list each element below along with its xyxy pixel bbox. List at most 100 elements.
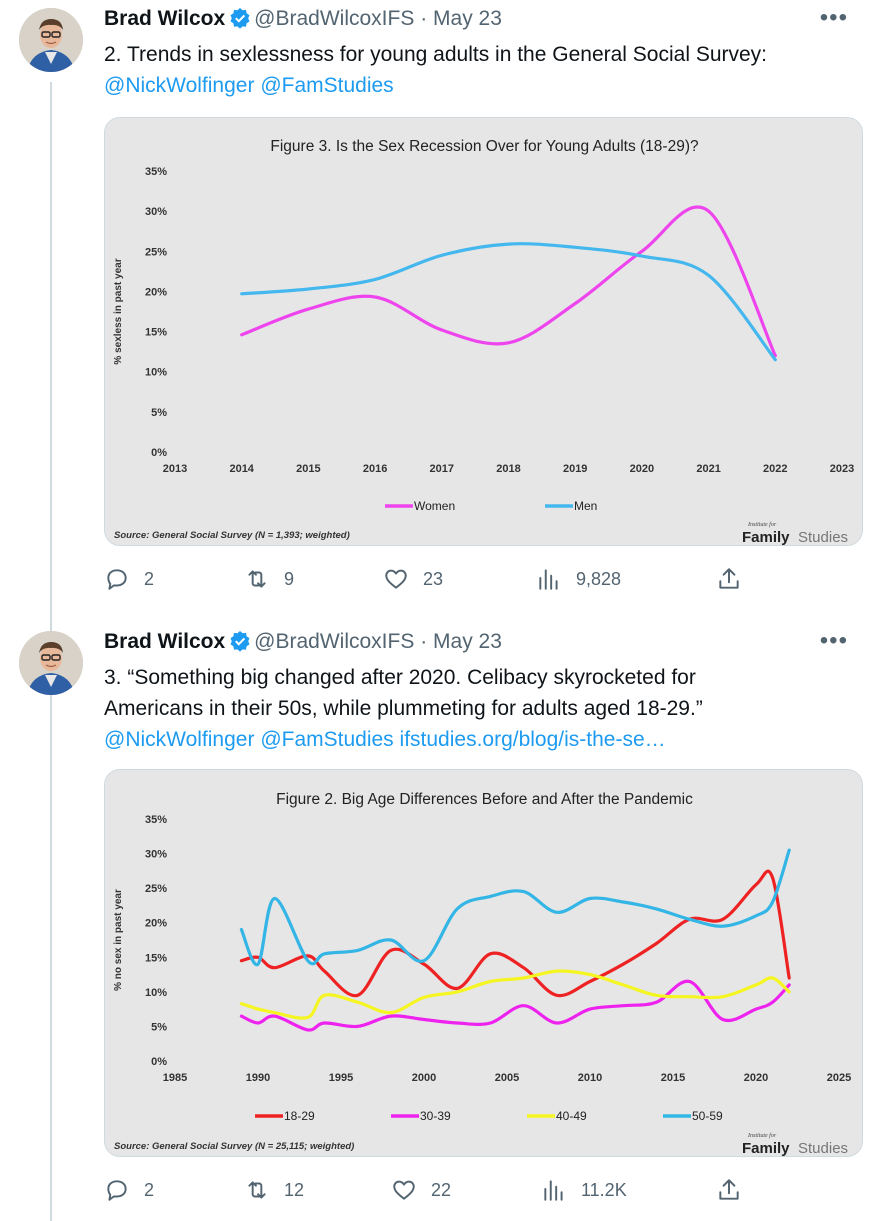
- y-tick-label: 0%: [151, 447, 167, 459]
- author-handle[interactable]: @BradWilcoxIFS: [254, 7, 415, 30]
- tweet-text-line: Americans in their 50s, while plummeting…: [104, 697, 703, 720]
- views-chart-icon: [544, 1180, 563, 1201]
- tweet-header: Brad Wilcox @BradWilcoxIFS · May 23 •••: [104, 627, 864, 658]
- tweet-date[interactable]: May 23: [433, 7, 502, 30]
- heart-icon: [393, 1180, 415, 1200]
- chart-source-note: Source: General Social Survey (N = 1,393…: [114, 530, 350, 541]
- chart-figure-3: Figure 3. Is the Sex Recession Over for …: [105, 118, 862, 546]
- y-tick-label: 30%: [145, 849, 167, 861]
- chart-image-card[interactable]: Figure 2. Big Age Differences Before and…: [104, 769, 863, 1157]
- x-tick-label: 2020: [744, 1072, 768, 1084]
- x-tick-label: 2020: [630, 463, 654, 475]
- views-count: 11.2K: [581, 1179, 627, 1200]
- y-tick-label: 25%: [145, 883, 167, 895]
- series-line-50-59: [239, 848, 791, 967]
- series-line-30-39: [239, 979, 791, 1032]
- share-action[interactable]: [716, 1175, 756, 1205]
- series-line-18-29: [239, 869, 791, 998]
- share-action[interactable]: [716, 564, 756, 594]
- y-tick-label: 5%: [151, 407, 167, 419]
- chart-background: [105, 118, 862, 545]
- chart-title: Figure 3. Is the Sex Recession Over for …: [270, 138, 699, 155]
- tweet-mentions-line: @NickWolfinger @FamStudies: [104, 70, 854, 101]
- x-tick-label: 2013: [163, 463, 187, 475]
- reply-action[interactable]: 2: [104, 1175, 154, 1205]
- chart-background: [105, 770, 862, 1156]
- tweet-actions: 2 12 22 11.2K: [104, 1175, 744, 1205]
- x-tick-label: 2019: [563, 463, 587, 475]
- tweet-header: Brad Wilcox @BradWilcoxIFS · May 23 •••: [104, 4, 864, 35]
- tweet-text: 3. “Something big changed after 2020. Ce…: [104, 662, 854, 755]
- y-tick-label: 25%: [145, 246, 167, 258]
- retweet-icon: [248, 1181, 266, 1199]
- x-tick-label: 1995: [329, 1072, 353, 1084]
- separator-dot: ·: [420, 630, 428, 653]
- tweet-actions: 2 9 23 9,828: [104, 564, 744, 594]
- more-options-icon[interactable]: •••: [819, 4, 848, 31]
- views-action[interactable]: 11.2K: [541, 1175, 627, 1205]
- legend-label: 50-59: [692, 1109, 723, 1123]
- like-action[interactable]: 23: [383, 564, 443, 594]
- y-tick-label: 20%: [145, 918, 167, 930]
- x-tick-label: 2010: [578, 1072, 602, 1084]
- retweet-action[interactable]: 9: [244, 564, 294, 594]
- mention-link[interactable]: @FamStudies: [260, 74, 394, 97]
- author-name[interactable]: Brad Wilcox: [104, 7, 226, 30]
- avatar-image: [19, 8, 83, 72]
- verified-badge-icon: [229, 7, 251, 35]
- series-line-Women: [240, 205, 777, 358]
- reply-action[interactable]: 2: [104, 564, 154, 594]
- brand-logo-small: Institute for: [747, 521, 777, 528]
- reply-icon: [107, 569, 127, 590]
- x-tick-label: 2022: [763, 463, 787, 475]
- like-count: 22: [431, 1179, 452, 1200]
- mention-link[interactable]: @NickWolfinger: [104, 728, 255, 751]
- chart-source-note: Source: General Social Survey (N = 25,11…: [114, 1141, 354, 1152]
- retweet-action[interactable]: 12: [244, 1175, 304, 1205]
- mention-link[interactable]: @NickWolfinger: [104, 74, 255, 97]
- legend-label: Men: [574, 499, 597, 513]
- x-tick-label: 2005: [495, 1072, 519, 1084]
- url-link[interactable]: ifstudies.org/blog/is-the-se…: [399, 728, 666, 751]
- legend-label: 30-39: [420, 1109, 451, 1123]
- legend-label: Women: [414, 499, 455, 513]
- more-options-icon[interactable]: •••: [819, 627, 848, 654]
- y-tick-label: 20%: [145, 286, 167, 298]
- brand-logo-small: Institute for: [747, 1132, 777, 1139]
- x-tick-label: 2000: [412, 1072, 436, 1084]
- views-count: 9,828: [576, 568, 622, 589]
- views-chart-icon: [539, 569, 558, 590]
- tweet-text-line: 2. Trends in sexlessness for young adult…: [104, 43, 768, 66]
- mention-link[interactable]: @FamStudies: [260, 728, 394, 751]
- verified-badge-icon: [229, 630, 251, 658]
- y-axis-label: % sexless in past year: [113, 258, 124, 364]
- x-tick-label: 2021: [696, 463, 720, 475]
- series-line-Men: [240, 242, 777, 362]
- y-tick-label: 10%: [145, 987, 167, 999]
- tweet-date[interactable]: May 23: [433, 630, 502, 653]
- x-tick-label: 2023: [830, 463, 854, 475]
- avatar[interactable]: [19, 631, 83, 695]
- author-name[interactable]: Brad Wilcox: [104, 630, 226, 653]
- views-action[interactable]: 9,828: [536, 564, 621, 594]
- x-tick-label: 2016: [363, 463, 387, 475]
- author-handle[interactable]: @BradWilcoxIFS: [254, 630, 415, 653]
- x-tick-label: 2018: [496, 463, 520, 475]
- y-tick-label: 30%: [145, 206, 167, 218]
- y-tick-label: 35%: [145, 166, 167, 178]
- separator-dot: ·: [420, 7, 428, 30]
- legend-label: 40-49: [556, 1109, 587, 1123]
- tweet-mentions-line: @NickWolfinger @FamStudies ifstudies.org…: [104, 724, 854, 755]
- reply-count: 2: [144, 568, 155, 589]
- like-count: 23: [423, 568, 444, 589]
- brand-logo-family: Family: [742, 1140, 790, 1157]
- tweet-text: 2. Trends in sexlessness for young adult…: [104, 39, 854, 101]
- like-action[interactable]: 22: [391, 1175, 451, 1205]
- avatar[interactable]: [19, 8, 83, 72]
- x-tick-label: 2017: [430, 463, 454, 475]
- chart-image-card[interactable]: Figure 3. Is the Sex Recession Over for …: [104, 117, 863, 546]
- brand-logo-family: Family: [742, 529, 790, 546]
- x-tick-label: 2015: [296, 463, 320, 475]
- reply-icon: [107, 1180, 127, 1201]
- heart-icon: [385, 569, 407, 589]
